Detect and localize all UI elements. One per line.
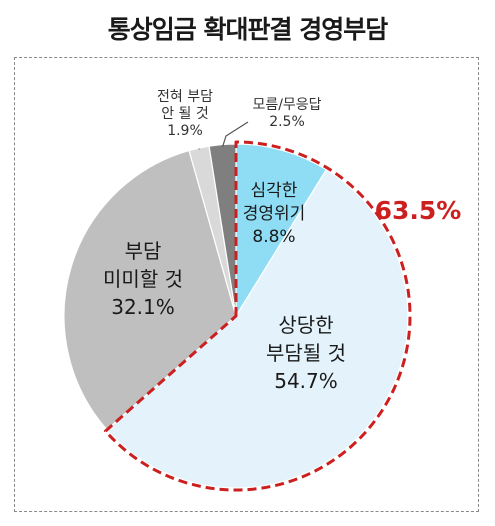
slice-category-label: 부담	[125, 239, 162, 263]
slice-category-label: 경영위기	[243, 204, 306, 224]
highlight-total-label: 63.5%	[375, 196, 462, 225]
highlight-dashed-outline	[103, 140, 412, 492]
chart-frame	[14, 57, 479, 512]
slice-category-label: 상당한	[278, 313, 333, 337]
slice-value-label: 1.9%	[167, 123, 203, 139]
pie-slice-2	[106, 168, 409, 489]
slice-value-label: 8.8%	[252, 227, 295, 247]
slice-value-label: 2.5%	[269, 114, 305, 130]
slice-category-label: 안 될 것	[161, 106, 209, 122]
pie-slice-1	[235, 143, 328, 319]
slice-category-label: 심각한	[251, 181, 298, 201]
slice-category-label: 모름/무응답	[252, 97, 321, 113]
slice-category-label: 전혀 부담	[157, 89, 213, 105]
slice-category-label: 부담될 것	[266, 341, 346, 365]
slice-value-label: 32.1%	[111, 295, 175, 319]
chart-title: 통상임금 확대판결 경영부담	[107, 15, 388, 44]
pie-slice-3	[63, 149, 237, 431]
leader-line	[222, 121, 249, 147]
slice-value-label: 54.7%	[274, 369, 338, 393]
slice-category-label: 미미할 것	[103, 267, 183, 291]
